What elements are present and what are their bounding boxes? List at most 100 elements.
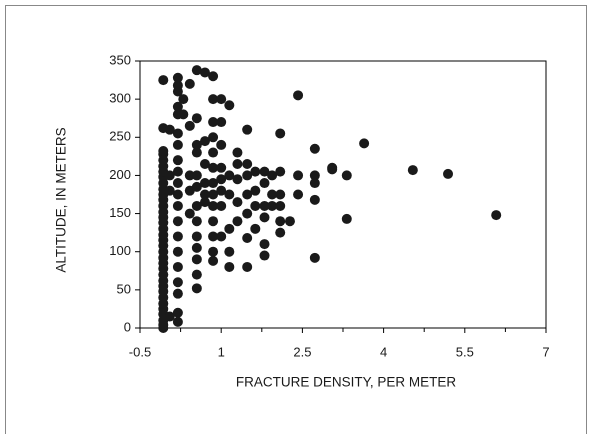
data-point	[158, 146, 169, 157]
y-tick-label: 50	[117, 281, 131, 296]
data-point	[224, 100, 235, 111]
data-point	[232, 147, 243, 158]
data-point	[208, 255, 219, 266]
data-point	[178, 94, 189, 105]
data-point	[172, 189, 183, 200]
y-tick-label: 150	[109, 205, 131, 220]
data-point	[242, 170, 253, 181]
data-point	[293, 170, 304, 181]
data-point	[172, 216, 183, 227]
data-point	[216, 231, 227, 242]
data-point	[224, 246, 235, 257]
data-point	[259, 250, 270, 261]
data-point	[309, 194, 320, 205]
y-tick-label: 200	[109, 167, 131, 182]
data-point	[172, 101, 183, 112]
data-point	[216, 174, 227, 185]
data-point	[232, 197, 243, 208]
data-point	[184, 78, 195, 89]
data-point	[443, 168, 454, 179]
data-point	[191, 147, 202, 158]
data-point	[208, 178, 219, 189]
data-point	[359, 138, 370, 149]
data-point	[259, 166, 270, 177]
data-point	[184, 208, 195, 219]
data-point	[208, 162, 219, 173]
data-point	[250, 223, 261, 234]
y-tick-label: 300	[109, 91, 131, 106]
data-point	[178, 109, 189, 120]
data-point	[208, 246, 219, 257]
data-point	[232, 158, 243, 169]
data-point	[232, 174, 243, 185]
data-point	[172, 72, 183, 83]
data-point	[172, 139, 183, 150]
data-point	[172, 261, 183, 272]
data-point	[216, 162, 227, 173]
data-point	[216, 117, 227, 128]
data-point	[172, 178, 183, 189]
data-point	[250, 185, 261, 196]
data-point	[275, 216, 286, 227]
y-tick-label: 0	[124, 319, 131, 334]
data-point	[191, 139, 202, 150]
data-point	[191, 113, 202, 124]
data-point	[250, 166, 261, 177]
data-point	[232, 216, 243, 227]
data-point	[267, 170, 278, 181]
data-point	[327, 164, 338, 175]
x-tick-label: 7	[542, 344, 549, 359]
y-axis-title: ALTITUDE, IN METERS	[54, 127, 69, 272]
data-point	[172, 200, 183, 211]
data-point	[172, 231, 183, 242]
data-point	[216, 185, 227, 196]
data-point	[172, 128, 183, 139]
data-point	[191, 254, 202, 265]
data-point	[224, 170, 235, 181]
data-point	[191, 231, 202, 242]
data-point	[341, 213, 352, 224]
data-point	[199, 197, 210, 208]
data-point	[491, 210, 502, 221]
data-point	[208, 94, 219, 105]
data-point	[208, 231, 219, 242]
data-point	[224, 261, 235, 272]
y-tick-label: 250	[109, 129, 131, 144]
data-point	[208, 147, 219, 158]
data-point	[191, 216, 202, 227]
y-tick-label: 350	[109, 52, 131, 67]
data-point	[208, 200, 219, 211]
x-axis-title: FRACTURE DENSITY, PER METER	[236, 375, 457, 390]
data-point	[208, 189, 219, 200]
data-point	[158, 75, 169, 86]
data-point	[191, 242, 202, 253]
frame	[5, 5, 587, 439]
data-point	[275, 128, 286, 139]
data-point	[224, 189, 235, 200]
data-point	[184, 170, 195, 181]
data-point	[267, 189, 278, 200]
data-point	[208, 71, 219, 82]
data-point	[275, 166, 286, 177]
data-point	[242, 124, 253, 135]
data-point	[199, 178, 210, 189]
data-point	[191, 65, 202, 76]
data-point	[172, 80, 183, 91]
data-point	[172, 277, 183, 288]
data-point	[224, 223, 235, 234]
data-point	[267, 200, 278, 211]
data-point	[199, 136, 210, 147]
data-point	[309, 178, 320, 189]
data-point	[293, 90, 304, 101]
data-point	[208, 117, 219, 128]
data-point	[191, 181, 202, 192]
data-point	[309, 170, 320, 181]
data-point	[284, 216, 295, 227]
data-point	[164, 170, 175, 181]
x-tick-label: 1	[218, 344, 225, 359]
data-point	[184, 120, 195, 131]
data-point	[172, 288, 183, 299]
y-tick-label: 100	[109, 243, 131, 258]
data-point	[259, 212, 270, 223]
data-point	[208, 132, 219, 143]
